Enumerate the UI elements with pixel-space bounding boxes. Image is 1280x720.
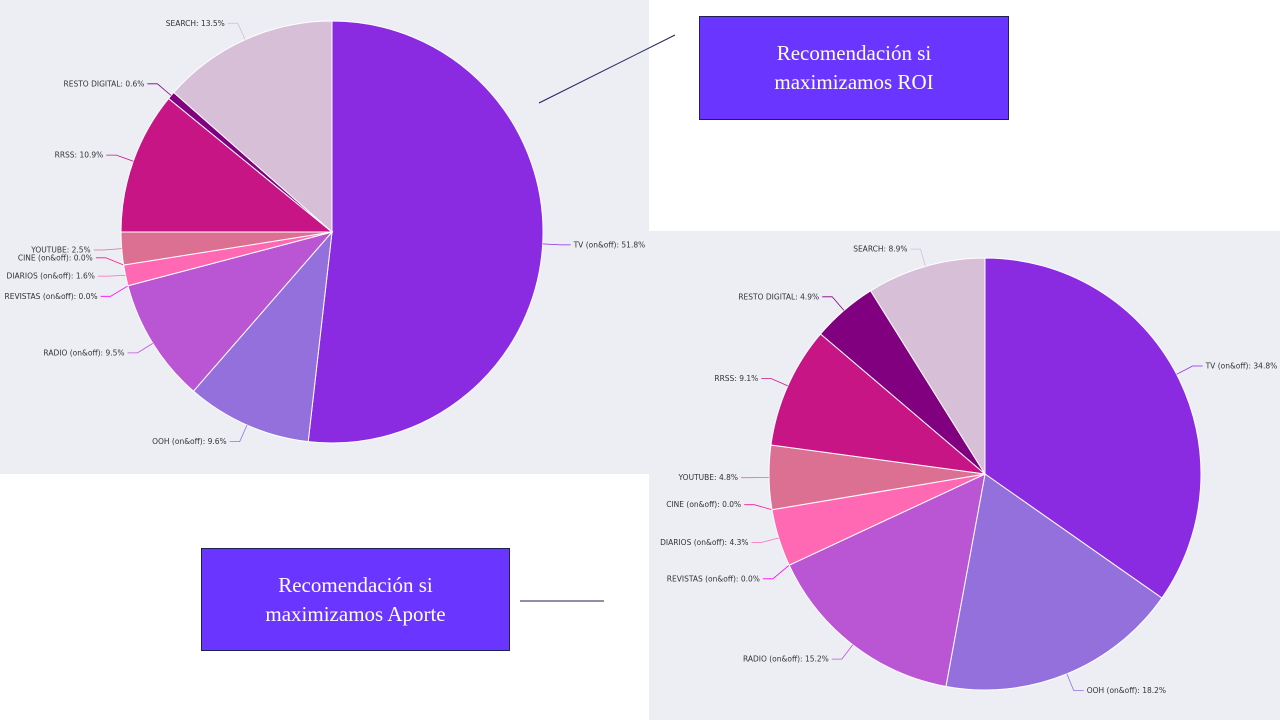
pie-slice-tv[interactable] [307, 20, 544, 444]
pie-slice-radio[interactable] [127, 231, 334, 392]
leader-line-rrss [106, 154, 134, 162]
pie-slice-ooh[interactable] [192, 230, 333, 443]
leader-line-cine [95, 257, 124, 266]
slice-label-diarios: DIARIOS (on&off): 1.6% [7, 272, 95, 281]
leader-line-ooh [1066, 673, 1084, 691]
slice-label-radio: RADIO (on&off): 9.5% [43, 348, 124, 357]
slice-label-search: SEARCH: 13.5% [166, 19, 225, 28]
slice-label-rrss: RRSS: 10.9% [55, 151, 104, 160]
leader-line-diarios [751, 537, 779, 543]
slice-label-diarios: DIARIOS (on&off): 4.3% [660, 538, 748, 547]
slice-label-youtube: YOUTUBE: 2.5% [30, 246, 90, 255]
leader-line-tv [542, 243, 571, 246]
leader-line-rrss [761, 378, 788, 387]
leader-line-radio [831, 644, 854, 660]
leader-line-youtube [93, 248, 122, 251]
callout-roi-line-1: Recomendación si [776, 41, 932, 65]
callout-roi-connector [538, 34, 676, 104]
slice-label-revistas: REVISTAS (on&off): 0.0% [667, 574, 760, 583]
leader-line-revistas [100, 285, 129, 297]
callout-aporte-line-2: maximizamos Aporte [265, 601, 446, 626]
pie-slice-search[interactable] [173, 20, 333, 234]
callout-aporte: Recomendación si maximizamos Aporte [201, 548, 510, 651]
slice-label-ooh: OOH (on&off): 18.2% [1087, 686, 1166, 695]
pie-slice-radio[interactable] [788, 473, 986, 688]
slice-label-search: SEARCH: 8.9% [853, 245, 907, 254]
callout-roi: Recomendación si maximizamos ROI [699, 16, 1009, 120]
leader-line-cine [744, 504, 773, 511]
slice-label-tv: TV (on&off): 34.8% [1205, 362, 1278, 371]
slice-label-youtube: YOUTUBE: 4.8% [678, 473, 738, 482]
callout-aporte-line-1: Recomendación si [278, 572, 433, 597]
leader-line-search [227, 22, 246, 40]
leader-line-ooh [229, 424, 248, 443]
pie-roi: TV (on&off): 51.8% OOH (on&off): 9.6% RADI… [5, 19, 646, 446]
pie-aporte: TV (on&off): 34.8% OOH (on&off): 18.2% RAD… [660, 245, 1277, 695]
slice-label-resto-digital: RESTO DIGITAL: 4.9% [738, 292, 819, 301]
pie-slice-ooh[interactable] [945, 473, 1163, 691]
leader-line-radio [127, 343, 154, 354]
callout-roi-line-2: maximizamos ROI [774, 70, 934, 94]
slice-label-rrss: RRSS: 9.1% [714, 374, 758, 383]
slice-label-cine: CINE (on&off): 0.0% [666, 500, 741, 509]
leader-line-resto-digital [822, 296, 845, 311]
slice-label-revistas: REVISTAS (on&off): 0.0% [5, 292, 98, 301]
slice-label-cine: CINE (on&off): 0.0% [18, 253, 93, 262]
leader-line-revistas [762, 564, 790, 580]
slice-label-radio: RADIO (on&off): 15.2% [743, 655, 829, 664]
slice-label-resto-digital: RESTO DIGITAL: 0.6% [64, 79, 145, 88]
leader-line-diarios [97, 275, 126, 277]
slice-label-tv: TV (on&off): 51.8% [573, 240, 646, 249]
slice-label-ooh: OOH (on&off): 9.6% [152, 437, 227, 446]
leader-line-tv [1176, 365, 1203, 375]
pie-slice-tv[interactable] [984, 257, 1202, 599]
leader-line-search [910, 248, 926, 267]
pie-slice-rrss[interactable] [770, 333, 987, 475]
leader-line-resto-digital [147, 83, 172, 96]
